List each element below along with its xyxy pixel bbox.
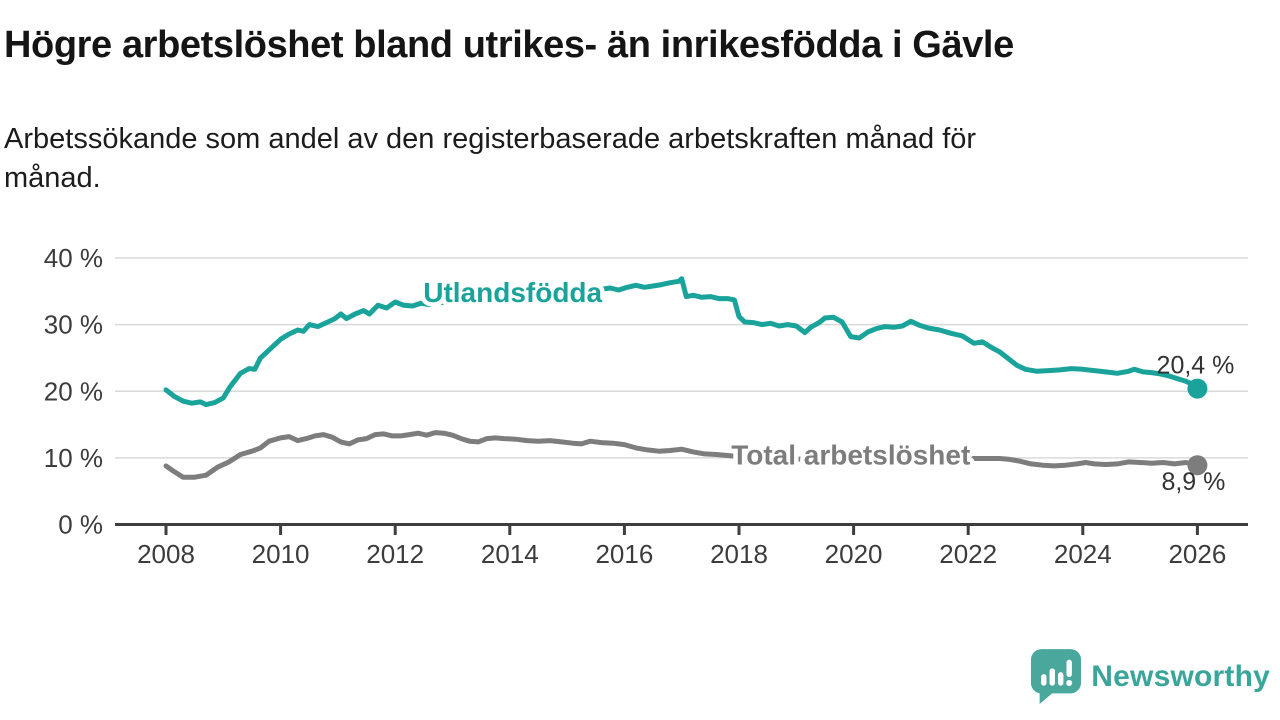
series-label-total-arbetsloshet: Total arbetslöshet [731, 440, 970, 471]
y-axis-label: 40 % [44, 243, 103, 273]
x-axis-label: 2008 [137, 539, 195, 569]
x-axis-label: 2010 [252, 539, 310, 569]
end-dot-total-arbetsloshet [1187, 455, 1208, 476]
logo-bars-and-exclamation [1041, 659, 1073, 686]
newsworthy-wordmark: Newsworthy [1091, 660, 1270, 693]
end-value-label-total-arbetsloshet: 8,9 % [1161, 468, 1225, 496]
series-line-total-arbetsloshet [163, 430, 1200, 480]
x-axis-label: 2016 [595, 539, 653, 569]
x-axis-label: 2014 [481, 539, 539, 569]
y-axis-label: 30 % [44, 310, 103, 340]
newsworthy-logo: Newsworthy [1030, 649, 1270, 705]
end-value-label-utlandsfodda: 20,4 % [1157, 352, 1235, 380]
y-axis-label: 20 % [44, 376, 103, 406]
page-title: Högre arbetslöshet bland utrikes- än inr… [4, 24, 1014, 66]
x-axis-label: 2020 [825, 539, 883, 569]
end-dot-utlandsfodda [1187, 378, 1208, 399]
y-axis-label: 0 % [58, 510, 103, 540]
x-axis-label: 2022 [939, 539, 997, 569]
x-axis-label: 2012 [366, 539, 424, 569]
newsworthy-bubble-chart-icon [1031, 649, 1082, 704]
series-label-utlandsfodda: Utlandsfödda [423, 277, 602, 308]
x-axis-label: 2026 [1168, 539, 1226, 569]
chart-subtitle: Arbetssökande som andel av den registerb… [4, 123, 977, 194]
y-axis-label: 10 % [44, 443, 103, 473]
series-line-utlandsfodda [163, 276, 1200, 408]
x-axis-label: 2018 [710, 539, 768, 569]
x-axis-label: 2024 [1054, 539, 1112, 569]
